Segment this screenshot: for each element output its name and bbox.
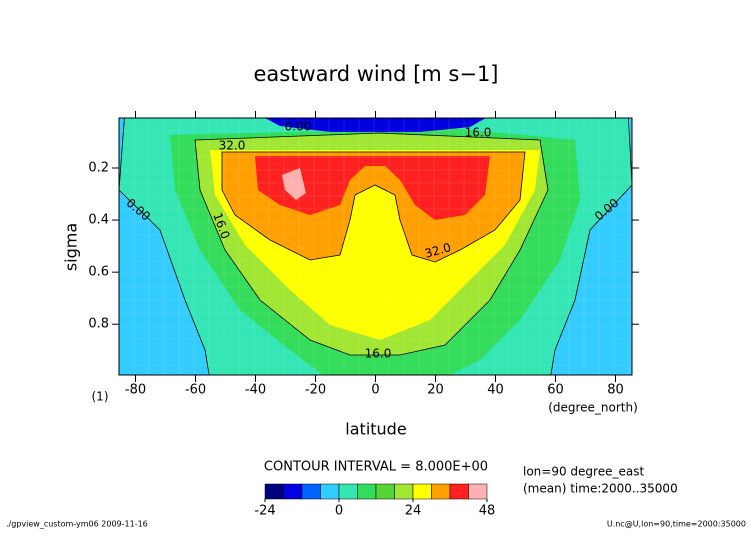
- colorbar-box: [283, 483, 303, 500]
- x-tick-label: 40: [487, 383, 504, 398]
- footer-left: ./gpview_custom-ym06 2009-11-16: [6, 520, 148, 529]
- contour-fill: [255, 156, 490, 220]
- x-tick-label: -20: [305, 383, 326, 398]
- contour-interval: CONTOUR INTERVAL = 8.000E+00: [264, 460, 488, 475]
- x-tick-label: -60: [185, 383, 206, 398]
- colorbar-box: [375, 483, 395, 500]
- contour-label: 16.0: [365, 347, 392, 361]
- colorbar-tick-label: 0: [335, 504, 343, 519]
- y-axis-label: sigma: [62, 223, 81, 271]
- y-tick-label: 0.2: [88, 160, 109, 175]
- x-tick-label: 80: [607, 383, 624, 398]
- x-tick-label: 0: [371, 383, 379, 398]
- info-line: lon=90 degree_east: [523, 465, 644, 479]
- colorbar-tick-label: 24: [405, 504, 422, 519]
- contour-line: [221, 151, 526, 263]
- y-tick-label: 0.8: [88, 317, 109, 332]
- y-unit-label: (1): [92, 390, 109, 404]
- contour-line: [194, 132, 549, 356]
- x-tick-label: -40: [245, 383, 266, 398]
- contour-fill: [265, 118, 486, 132]
- colorbar-box: [264, 483, 284, 500]
- x-tick-label: 60: [547, 383, 564, 398]
- colorbar-box: [412, 483, 432, 500]
- info-line: (mean) time:2000..35000: [523, 482, 678, 496]
- colorbar-box: [394, 483, 414, 500]
- contour-label: 32.0: [219, 139, 246, 153]
- x-tick-label: 20: [427, 383, 444, 398]
- x-axis-label: latitude: [345, 420, 406, 439]
- colorbar-tick-label: -24: [254, 504, 275, 519]
- y-tick-label: 0.4: [88, 213, 109, 228]
- colorbar-box: [449, 483, 469, 500]
- plot-area: [119, 118, 632, 375]
- contour-label: 16.0: [465, 126, 492, 140]
- chart-title: eastward wind [m s−1]: [253, 62, 498, 86]
- x-tick-label: -80: [125, 383, 146, 398]
- contour-label: 32.0: [423, 240, 452, 260]
- contour-label: 0.00: [285, 120, 312, 134]
- contour-line: [119, 118, 632, 375]
- colorbar-box: [320, 483, 340, 500]
- y-tick-label: 0.6: [88, 265, 109, 280]
- contour-fill: [282, 168, 306, 200]
- colorbar-box: [357, 483, 377, 500]
- colorbar-box: [301, 483, 321, 500]
- colorbar-box: [468, 483, 488, 500]
- footer-right: U.nc@U,lon=90,time=2000:35000: [607, 520, 746, 529]
- colorbar-box: [338, 483, 358, 500]
- x-unit-label: (degree_north): [548, 401, 638, 415]
- colorbar-tick-label: 48: [479, 504, 496, 519]
- colorbar-box: [431, 483, 451, 500]
